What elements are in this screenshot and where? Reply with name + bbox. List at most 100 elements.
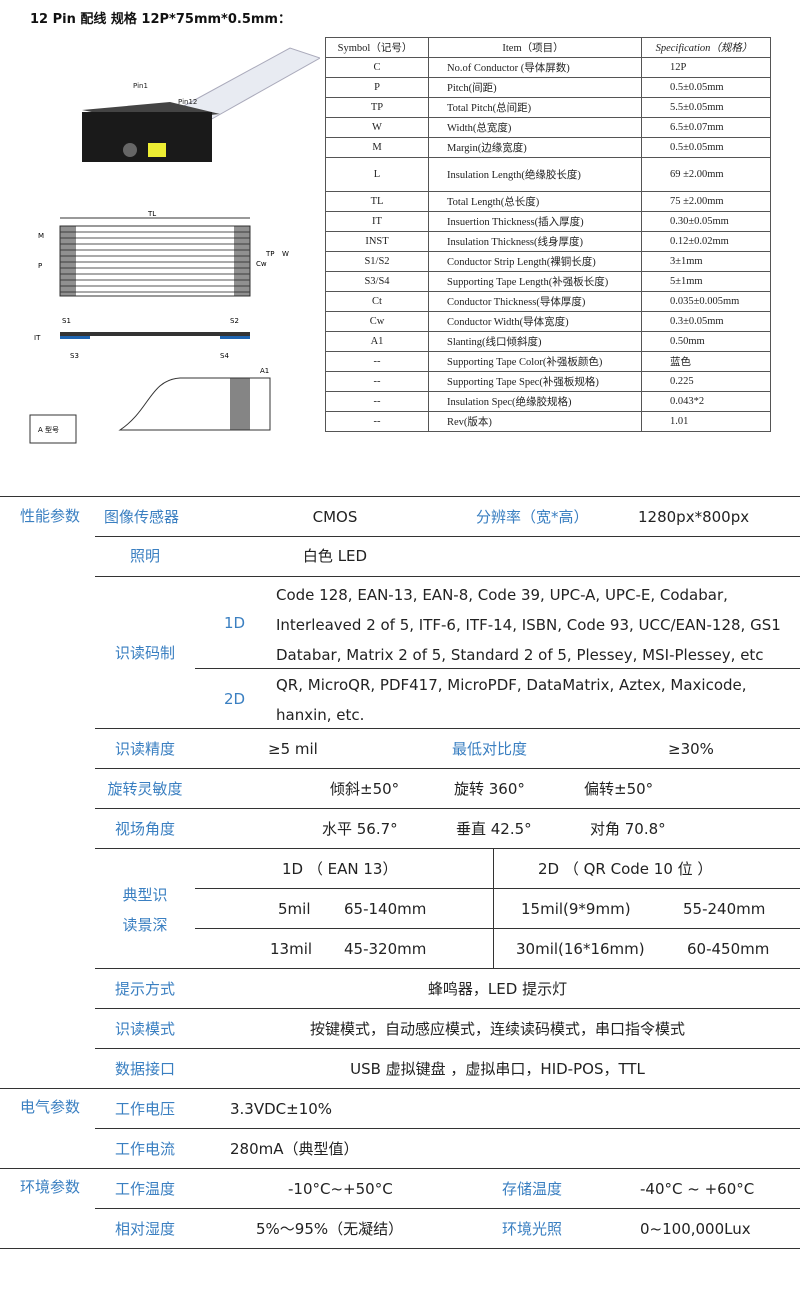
spec-row: A1 Slanting(线口倾斜度) 0.50mm bbox=[325, 331, 771, 352]
spec-cell: Conductor Width(导体宽度) bbox=[428, 311, 642, 332]
spec-cell: Margin(边缘宽度) bbox=[428, 137, 642, 158]
spec-cell: 蓝色 bbox=[641, 351, 771, 372]
spec-row: W Width(总宽度) 6.5±0.07mm bbox=[325, 117, 771, 138]
dof-cell: 13mil bbox=[270, 940, 313, 958]
spec-row: Cw Conductor Width(导体宽度) 0.3±0.05mm bbox=[325, 311, 771, 332]
value-fov-diag: 对角 70.8° bbox=[590, 820, 666, 838]
value-fov-h: 水平 56.7° bbox=[322, 820, 398, 838]
label-indicator: 提示方式 bbox=[114, 980, 175, 998]
spec-cell: 0.30±0.05mm bbox=[641, 211, 771, 232]
value-ambient-light: 0~100,000Lux bbox=[640, 1220, 751, 1238]
pin12-label: Pin12 bbox=[178, 98, 197, 106]
spec-cell: Total Length(总长度) bbox=[428, 191, 642, 212]
spec-row: S1/S2 Conductor Strip Length(裸铜长度) 3±1mm bbox=[325, 251, 771, 272]
label-dof-1: 典型识 bbox=[122, 886, 168, 904]
spec-row: Ct Conductor Thickness(导体厚度) 0.035±0.005mm bbox=[325, 291, 771, 312]
value-sensor: CMOS bbox=[312, 508, 358, 526]
dof-2d-header: 2D （ QR Code 10 位 ） bbox=[538, 860, 713, 878]
spec-row: M Margin(边缘宽度) 0.5±0.05mm bbox=[325, 137, 771, 158]
spec-cell: -- bbox=[325, 351, 429, 372]
label-rotation: 旋转灵敏度 bbox=[107, 780, 183, 798]
spec-cell: Insulation Length(绝缘胶长度) bbox=[428, 157, 642, 192]
svg-text:S4: S4 bbox=[220, 352, 229, 360]
spec-cell: Insulation Spec(绝缘胶规格) bbox=[428, 391, 642, 412]
spec-cell: 69 ±2.00mm bbox=[641, 157, 771, 192]
value-1d-codes: Code 128, EAN-13, EAN-8, Code 39, UPC-A,… bbox=[276, 586, 781, 664]
dof-cell: 15mil(9*9mm) bbox=[521, 900, 631, 918]
label-2d: 2D bbox=[224, 690, 246, 708]
value-read-mode: 按键模式，自动感应模式，连续读码模式，串口指令模式 bbox=[309, 1020, 685, 1038]
spec-cell: S3/S4 bbox=[325, 271, 429, 292]
spec-cell: 12P bbox=[641, 57, 771, 78]
value-humidity: 5%～95%（无凝结） bbox=[256, 1220, 404, 1238]
spec-row: P Pitch(间距) 0.5±0.05mm bbox=[325, 77, 771, 98]
label-fov: 视场角度 bbox=[114, 820, 175, 838]
spec-cell: Supporting Tape Spec(补强板规格) bbox=[428, 371, 642, 392]
value-contrast: ≥30% bbox=[668, 740, 714, 758]
svg-text:IT: IT bbox=[34, 334, 41, 342]
value-skew: 偏转±50° bbox=[584, 780, 654, 798]
spec-cell: Pitch(间距) bbox=[428, 77, 642, 98]
label-ambient-light: 环境光照 bbox=[502, 1220, 563, 1238]
svg-text:S1: S1 bbox=[62, 317, 71, 325]
spec-cell: 3±1mm bbox=[641, 251, 771, 272]
spec-cell: Conductor Strip Length(裸铜长度) bbox=[428, 251, 642, 272]
spec-cell: Ct bbox=[325, 291, 429, 312]
value-interface: USB 虚拟键盘 ，虚拟串口，HID-POS，TTL bbox=[350, 1060, 645, 1078]
spec-cell: Rev(版本) bbox=[428, 411, 642, 432]
spec-cell: INST bbox=[325, 231, 429, 252]
svg-text:S3: S3 bbox=[70, 352, 79, 360]
spec-row: -- Insulation Spec(绝缘胶规格) 0.043*2 bbox=[325, 391, 771, 412]
section-performance: 性能参数 bbox=[20, 507, 81, 525]
dof-cell: 55-240mm bbox=[683, 900, 766, 918]
spec-cell: TP bbox=[325, 97, 429, 118]
spec-cell: 1.01 bbox=[641, 411, 771, 432]
spec-row: TP Total Pitch(总间距) 5.5±0.05mm bbox=[325, 97, 771, 118]
label-voltage: 工作电压 bbox=[114, 1100, 175, 1118]
spec-cell: 0.225 bbox=[641, 371, 771, 392]
spec-row: TL Total Length(总长度) 75 ±2.00mm bbox=[325, 191, 771, 212]
spec-cell: Insuertion Thickness(插入厚度) bbox=[428, 211, 642, 232]
spec-cell: IT bbox=[325, 211, 429, 232]
spec-cell: L bbox=[325, 157, 429, 192]
label-work-temp: 工作温度 bbox=[114, 1180, 175, 1198]
label-precision: 识读精度 bbox=[114, 740, 175, 758]
svg-text:W: W bbox=[282, 250, 289, 258]
value-2d-codes: QR, MicroQR, PDF417, MicroPDF, DataMatri… bbox=[276, 676, 747, 724]
dof-cell: 65-140mm bbox=[344, 900, 427, 918]
label-illumination: 照明 bbox=[129, 547, 160, 565]
spec-cell: Conductor Thickness(导体厚度) bbox=[428, 291, 642, 312]
spec-cell: P bbox=[325, 77, 429, 98]
svg-text:S2: S2 bbox=[230, 317, 239, 325]
svg-text:P: P bbox=[38, 262, 42, 270]
spec-cell: M bbox=[325, 137, 429, 158]
spec-row: -- Supporting Tape Spec(补强板规格) 0.225 bbox=[325, 371, 771, 392]
spec-row: C No.of Conductor (导体屏数) 12P bbox=[325, 57, 771, 78]
spec-cell: 0.12±0.02mm bbox=[641, 231, 771, 252]
spec-cell: -- bbox=[325, 371, 429, 392]
spec-cell: No.of Conductor (导体屏数) bbox=[428, 57, 642, 78]
label-resolution: 分辨率（宽*高） bbox=[476, 508, 589, 526]
spec-cell: Total Pitch(总间距) bbox=[428, 97, 642, 118]
spec-cell: 0.043*2 bbox=[641, 391, 771, 412]
spec-cell: 0.3±0.05mm bbox=[641, 311, 771, 332]
spec-cell: 0.50mm bbox=[641, 331, 771, 352]
spec-row: -- Rev(版本) 1.01 bbox=[325, 411, 771, 432]
section-environment: 环境参数 bbox=[20, 1178, 81, 1196]
label-humidity: 相对湿度 bbox=[114, 1220, 175, 1238]
dof-cell: 45-320mm bbox=[344, 940, 427, 958]
svg-text:Cw: Cw bbox=[256, 260, 267, 268]
value-illumination: 白色 LED bbox=[302, 547, 368, 565]
svg-text:TP: TP bbox=[265, 250, 275, 258]
scanner-module-photo bbox=[82, 112, 212, 162]
spec-cell: -- bbox=[325, 391, 429, 412]
spec-cell: 0.5±0.05mm bbox=[641, 77, 771, 98]
label-current: 工作电流 bbox=[114, 1140, 175, 1158]
value-rotate: 旋转 360° bbox=[454, 780, 525, 798]
label-interface: 数据接口 bbox=[114, 1060, 175, 1078]
spec-cell: 75 ±2.00mm bbox=[641, 191, 771, 212]
section-electrical: 电气参数 bbox=[20, 1098, 81, 1116]
dof-cell: 5mil bbox=[278, 900, 311, 918]
value-indicator: 蜂鸣器，LED 提示灯 bbox=[427, 980, 568, 998]
dof-cell: 30mil(16*16mm) bbox=[516, 940, 645, 958]
